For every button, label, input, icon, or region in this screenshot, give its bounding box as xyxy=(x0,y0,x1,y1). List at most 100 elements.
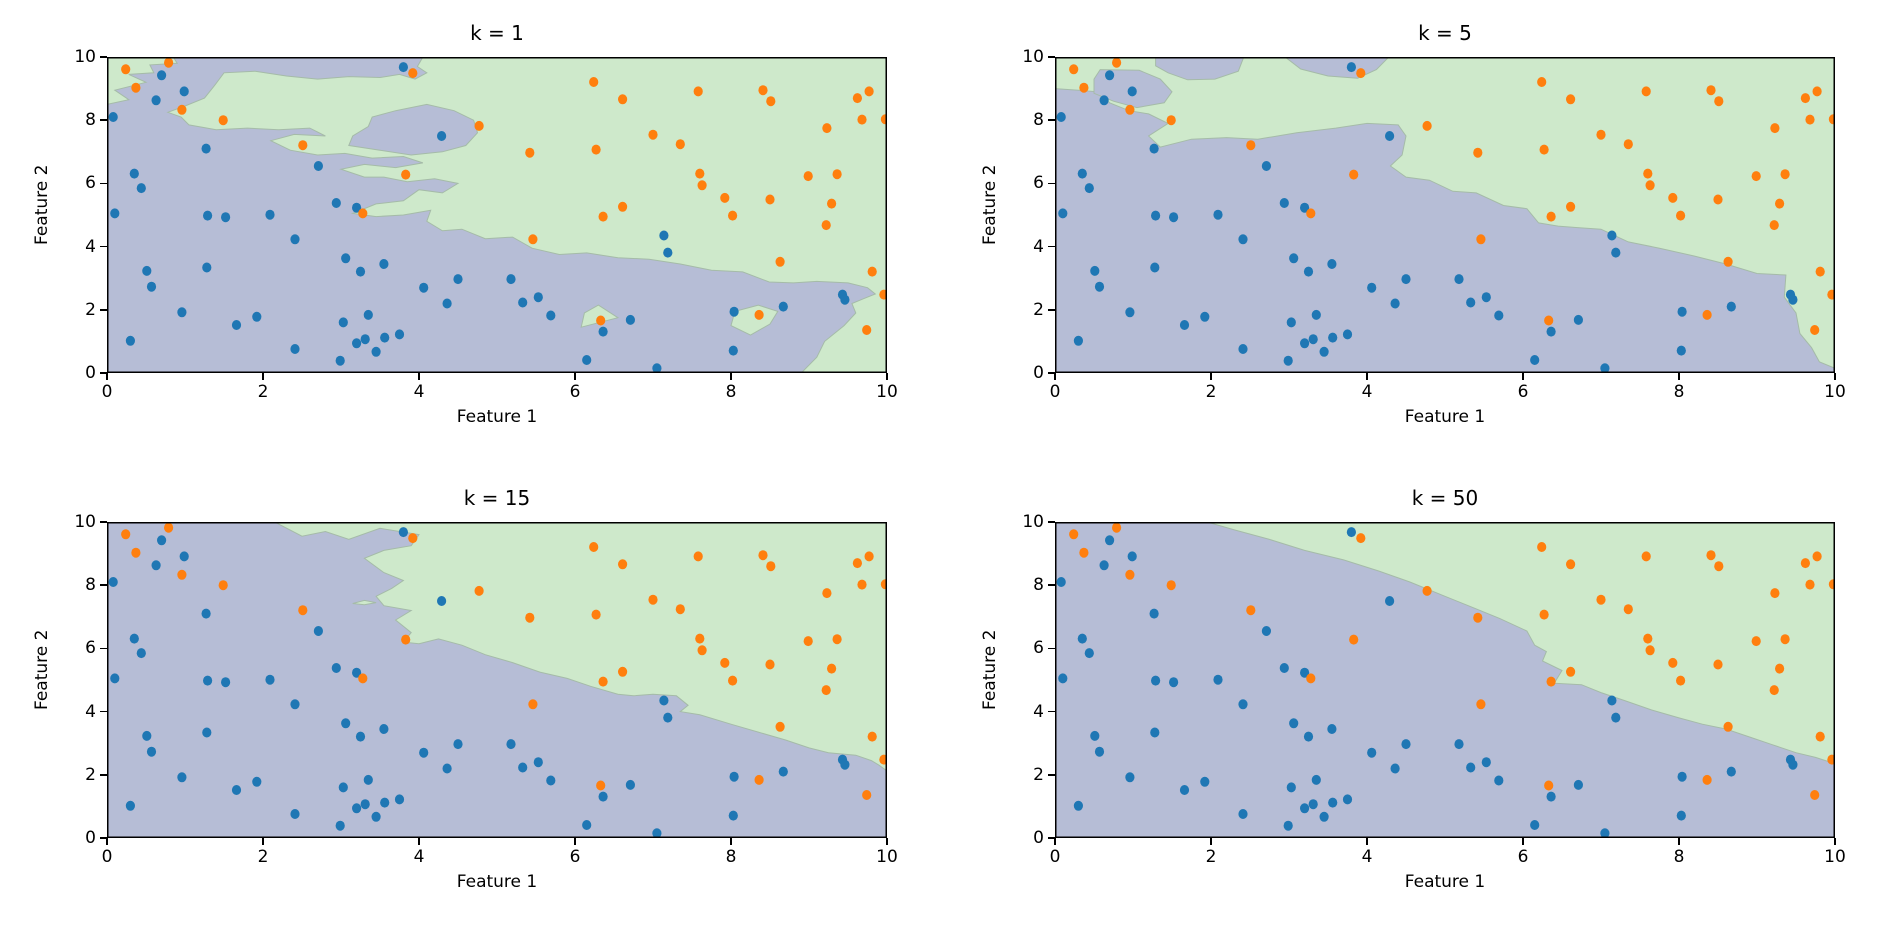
scatter-point-class-0-blue xyxy=(840,759,850,770)
scatter-point-class-0-blue xyxy=(1090,730,1100,741)
scatter-point-class-1-orange xyxy=(1805,114,1815,125)
scatter-point-class-1-orange xyxy=(879,754,887,765)
scatter-point-class-0-blue xyxy=(157,70,167,81)
scatter-point-class-0-blue xyxy=(1573,779,1583,790)
scatter-point-class-0-blue xyxy=(202,262,212,273)
y-tick-label: 0 xyxy=(85,828,96,848)
scatter-point-class-0-blue xyxy=(108,577,118,587)
scatter-point-class-1-orange xyxy=(754,774,764,785)
scatter-point-class-0-blue xyxy=(129,168,139,179)
scatter-point-class-0-blue xyxy=(1390,763,1400,774)
y-tick-mark xyxy=(100,774,107,776)
plot-area-k50 xyxy=(1055,522,1835,838)
scatter-point-class-0-blue xyxy=(1300,202,1310,213)
scatter-point-class-0-blue xyxy=(442,763,452,774)
scatter-point-class-1-orange xyxy=(1596,129,1606,140)
scatter-point-class-1-orange xyxy=(1812,551,1822,562)
scatter-point-class-0-blue xyxy=(1308,334,1318,345)
scatter-point-class-1-orange xyxy=(827,663,837,674)
y-tick-mark xyxy=(1048,372,1055,374)
scatter-point-class-1-orange xyxy=(879,289,887,300)
scatter-point-class-0-blue xyxy=(663,247,673,258)
scatter-point-class-0-blue xyxy=(1179,320,1190,330)
axes-frame xyxy=(107,522,887,838)
scatter-point-class-0-blue xyxy=(1056,577,1066,587)
scatter-point-class-1-orange xyxy=(857,114,867,125)
scatter-point-class-1-orange xyxy=(1723,721,1733,732)
scatter-point-class-0-blue xyxy=(1073,800,1083,811)
scatter-point-class-0-blue xyxy=(1283,820,1293,831)
scatter-point-class-0-blue xyxy=(1454,274,1464,285)
scatter-point-class-1-orange xyxy=(164,57,174,68)
y-tick-label: 6 xyxy=(85,638,96,659)
scatter-point-class-0-blue xyxy=(1073,335,1083,346)
scatter-point-class-1-orange xyxy=(589,77,599,87)
scatter-point-class-1-orange xyxy=(1828,114,1835,125)
scatter-point-class-0-blue xyxy=(1677,306,1687,317)
scatter-point-class-0-blue xyxy=(442,298,452,309)
decision-region-blue-island xyxy=(1155,57,1245,81)
y-tick-mark xyxy=(1048,521,1055,523)
scatter-point-class-1-orange xyxy=(1473,612,1483,623)
x-tick-mark xyxy=(262,373,264,380)
scatter-point-class-0-blue xyxy=(546,775,556,786)
scatter-point-class-1-orange xyxy=(862,325,872,335)
scatter-point-class-1-orange xyxy=(1246,605,1256,616)
scatter-point-class-0-blue xyxy=(1319,346,1329,357)
scatter-point-class-1-orange xyxy=(1810,325,1820,335)
x-tick-label: 10 xyxy=(876,847,898,867)
axes-frame xyxy=(1055,522,1835,838)
scatter-point-class-0-blue xyxy=(313,161,323,171)
scatter-point-class-0-blue xyxy=(290,699,300,710)
scatter-point-class-0-blue xyxy=(252,776,262,787)
subplot-k50-xlabel: Feature 1 xyxy=(1404,872,1486,892)
scatter-point-class-1-orange xyxy=(832,634,842,645)
scatter-point-class-1-orange xyxy=(1623,139,1633,150)
x-tick-mark xyxy=(886,373,888,380)
scatter-point-class-0-blue xyxy=(1300,803,1310,814)
scatter-point-class-0-blue xyxy=(136,183,146,194)
scatter-point-class-0-blue xyxy=(1151,675,1161,686)
x-tick-mark xyxy=(1210,373,1212,380)
scatter-point-class-1-orange xyxy=(675,139,685,150)
scatter-point-class-0-blue xyxy=(1342,794,1353,805)
scatter-point-class-1-orange xyxy=(1769,685,1779,696)
scatter-point-class-1-orange xyxy=(1713,194,1723,205)
scatter-point-class-0-blue xyxy=(453,274,463,285)
scatter-point-class-1-orange xyxy=(1751,171,1761,182)
y-tick-mark xyxy=(100,119,107,121)
scatter-point-class-1-orange xyxy=(1476,234,1486,245)
scatter-point-class-1-orange xyxy=(1349,169,1359,180)
scatter-point-class-1-orange xyxy=(1112,522,1122,533)
decision-region-orange-class xyxy=(730,304,779,336)
scatter-point-class-1-orange xyxy=(821,685,831,696)
y-tick-mark xyxy=(100,647,107,650)
scatter-point-class-1-orange xyxy=(775,721,785,732)
scatter-point-class-1-orange xyxy=(1702,309,1712,320)
axes-frame xyxy=(1055,57,1835,373)
x-tick-mark xyxy=(886,838,888,845)
subplot-k15-ylabel: Feature 2 xyxy=(32,629,52,710)
scatter-point-class-1-orange xyxy=(1473,147,1483,158)
scatter-point-class-0-blue xyxy=(1058,673,1068,684)
subplot-k1-ylabel: Feature 2 xyxy=(32,164,52,245)
scatter-point-class-0-blue xyxy=(146,746,157,757)
scatter-point-class-1-orange xyxy=(408,68,418,79)
y-tick-label: 2 xyxy=(85,764,96,785)
y-tick-label: 8 xyxy=(1033,575,1044,596)
scatter-point-class-1-orange xyxy=(589,542,599,552)
scatter-point-class-1-orange xyxy=(832,169,842,180)
scatter-point-class-1-orange xyxy=(1827,289,1835,300)
scatter-point-class-0-blue xyxy=(221,677,231,688)
scatter-point-class-1-orange xyxy=(1780,634,1790,645)
scatter-point-class-0-blue xyxy=(110,208,120,219)
scatter-point-class-1-orange xyxy=(408,533,418,544)
plot-area-k15 xyxy=(107,522,887,838)
x-tick-label: 6 xyxy=(1517,382,1529,402)
scatter-point-class-0-blue xyxy=(1238,809,1248,819)
scatter-point-class-0-blue xyxy=(1084,183,1094,194)
scatter-point-class-1-orange xyxy=(821,220,831,231)
scatter-point-class-0-blue xyxy=(1611,712,1621,723)
subplot-k1-xlabel: Feature 1 xyxy=(456,407,538,427)
scatter-point-class-0-blue xyxy=(1367,282,1377,293)
